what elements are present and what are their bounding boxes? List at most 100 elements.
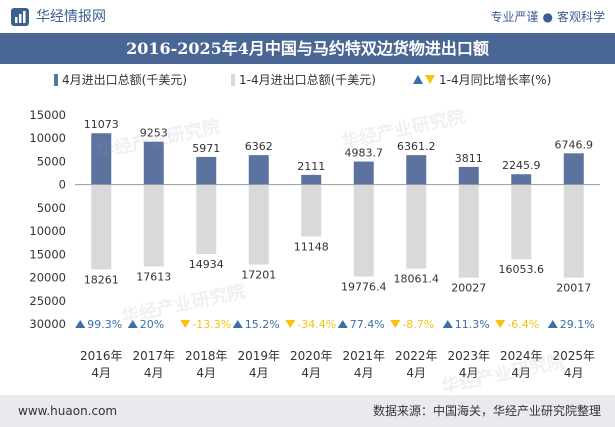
legend-item-growth: 1-4月同比增长率(%)	[413, 70, 551, 90]
data-label-ytd: 16053.6	[499, 263, 545, 276]
huajing-logo-icon	[11, 8, 29, 26]
chart-legend: 4月进出口总额(千美元) 1-4月进出口总额(千美元) 1-4月同比增长率(%)	[0, 70, 615, 90]
growth-down-marker	[285, 320, 296, 328]
growth-label: -13.3%	[192, 318, 231, 331]
slogan-separator: ●	[542, 10, 553, 24]
slogan-right: 客观科学	[556, 10, 605, 24]
footer-site-link[interactable]: www.huaon.com	[18, 404, 118, 418]
bar-april	[353, 161, 374, 185]
growth-label: 15.2%	[245, 318, 280, 331]
data-label-ytd: 17201	[241, 269, 276, 282]
data-label-april: 5971	[192, 142, 220, 155]
legend-swatch-april	[54, 74, 58, 86]
growth-down-marker	[495, 320, 506, 328]
data-label-april: 4983.7	[345, 147, 384, 160]
legend-label-ytd: 1-4月进出口总额(千美元)	[239, 73, 376, 87]
bar-ytd	[458, 184, 479, 278]
bar-april	[196, 156, 217, 185]
growth-up-marker	[75, 320, 86, 328]
bar-ytd	[353, 184, 374, 277]
bar-chart: 15000 10000 5000 0 5000 10000 15000 20000 25000 3…	[29, 108, 600, 380]
bar-ytd	[91, 184, 112, 270]
data-label-april: 6362	[245, 140, 273, 153]
y-tick-label: 30000	[29, 317, 66, 331]
bar-ytd	[301, 184, 322, 237]
slogan: 专业严谨 ● 客观科学	[490, 8, 605, 26]
bar-april	[248, 155, 269, 185]
bar-april	[143, 141, 164, 185]
growth-label: 29.1%	[560, 318, 595, 331]
bar-ytd	[406, 184, 427, 269]
x-tick-label-year: 2020年	[290, 349, 333, 363]
y-tick-label: 0	[59, 178, 66, 192]
x-tick-label-year: 2016年	[80, 349, 123, 363]
legend-growth-markers-icon	[413, 75, 435, 84]
x-tick-label-month: 4月	[511, 366, 531, 380]
bar-april	[301, 174, 322, 185]
data-label-april: 6746.9	[555, 138, 594, 151]
title-bar: 2016-2025年4月中国与马约特双边货物进出口额	[0, 33, 615, 64]
data-label-ytd: 14934	[189, 258, 224, 271]
x-tick-label-month: 4月	[91, 366, 111, 380]
growth-down-marker	[390, 320, 401, 328]
data-label-ytd: 18261	[84, 273, 119, 286]
growth-label: -34.4%	[297, 318, 336, 331]
growth-label: 99.3%	[87, 318, 122, 331]
growth-label: 11.3%	[455, 318, 490, 331]
data-label-ytd: 20027	[451, 282, 486, 295]
data-label-ytd: 20017	[556, 282, 591, 295]
footer-data-source: 数据来源：中国海关，华经产业研究院整理	[372, 404, 601, 418]
x-tick-label-month: 4月	[196, 366, 216, 380]
bar-ytd	[563, 184, 584, 278]
bar-ytd	[196, 184, 217, 255]
x-tick-label-year: 2019年	[237, 349, 280, 363]
y-tick-label: 10000	[29, 131, 66, 145]
growth-up-marker	[232, 320, 243, 328]
growth-label: -8.7%	[402, 318, 434, 331]
chart-title: 2016-2025年4月中国与马约特双边货物进出口额	[126, 39, 489, 58]
top-header-bar: 华经情报网 专业严谨 ● 客观科学	[0, 0, 615, 33]
x-tick-label-year: 2023年	[447, 349, 490, 363]
growth-up-marker	[547, 320, 558, 328]
legend-item-ytd: 1-4月进出口总额(千美元)	[231, 70, 376, 90]
growth-label: -6.4%	[507, 318, 539, 331]
y-tick-label: 5000	[37, 154, 66, 168]
y-tick-label: 20000	[29, 271, 66, 285]
x-tick-label-year: 2021年	[342, 349, 385, 363]
bar-april	[511, 174, 532, 185]
bar-april	[458, 166, 479, 185]
x-tick-label-month: 4月	[249, 366, 269, 380]
growth-up-marker	[127, 320, 138, 328]
x-tick-label-month: 4月	[459, 366, 479, 380]
footer-bar: www.huaon.com 数据来源：中国海关，华经产业研究院整理	[0, 395, 615, 427]
data-label-ytd: 19776.4	[341, 281, 387, 294]
data-label-ytd: 17613	[136, 270, 171, 283]
data-label-april: 9253	[140, 127, 168, 140]
bar-ytd	[143, 184, 164, 267]
growth-up-marker	[442, 320, 453, 328]
legend-swatch-ytd	[231, 74, 235, 86]
bar-april	[406, 155, 427, 185]
growth-down-marker	[180, 320, 191, 328]
legend-label-growth: 1-4月同比增长率(%)	[439, 73, 552, 87]
growth-label: 77.4%	[350, 318, 385, 331]
data-label-ytd: 18061.4	[394, 273, 440, 286]
bar-april	[91, 133, 112, 185]
data-label-april: 6361.2	[397, 140, 436, 153]
y-tick-label: 5000	[37, 201, 66, 215]
data-label-april: 2111	[297, 160, 325, 173]
y-tick-label: 15000	[29, 108, 66, 122]
x-tick-label-month: 4月	[406, 366, 426, 380]
y-tick-label: 15000	[29, 247, 66, 261]
x-tick-label-year: 2025年	[552, 349, 595, 363]
x-tick-label-month: 4月	[144, 366, 164, 380]
data-label-ytd: 11148	[294, 240, 329, 253]
bar-ytd	[511, 184, 532, 260]
x-tick-label-year: 2017年	[132, 349, 175, 363]
x-tick-label-year: 2018年	[185, 349, 228, 363]
x-tick-label-month: 4月	[354, 366, 374, 380]
growth-label: 20%	[140, 318, 164, 331]
data-label-april: 2245.9	[502, 159, 541, 172]
slogan-left: 专业严谨	[490, 10, 539, 24]
brand-name: 华经情报网	[36, 9, 106, 25]
